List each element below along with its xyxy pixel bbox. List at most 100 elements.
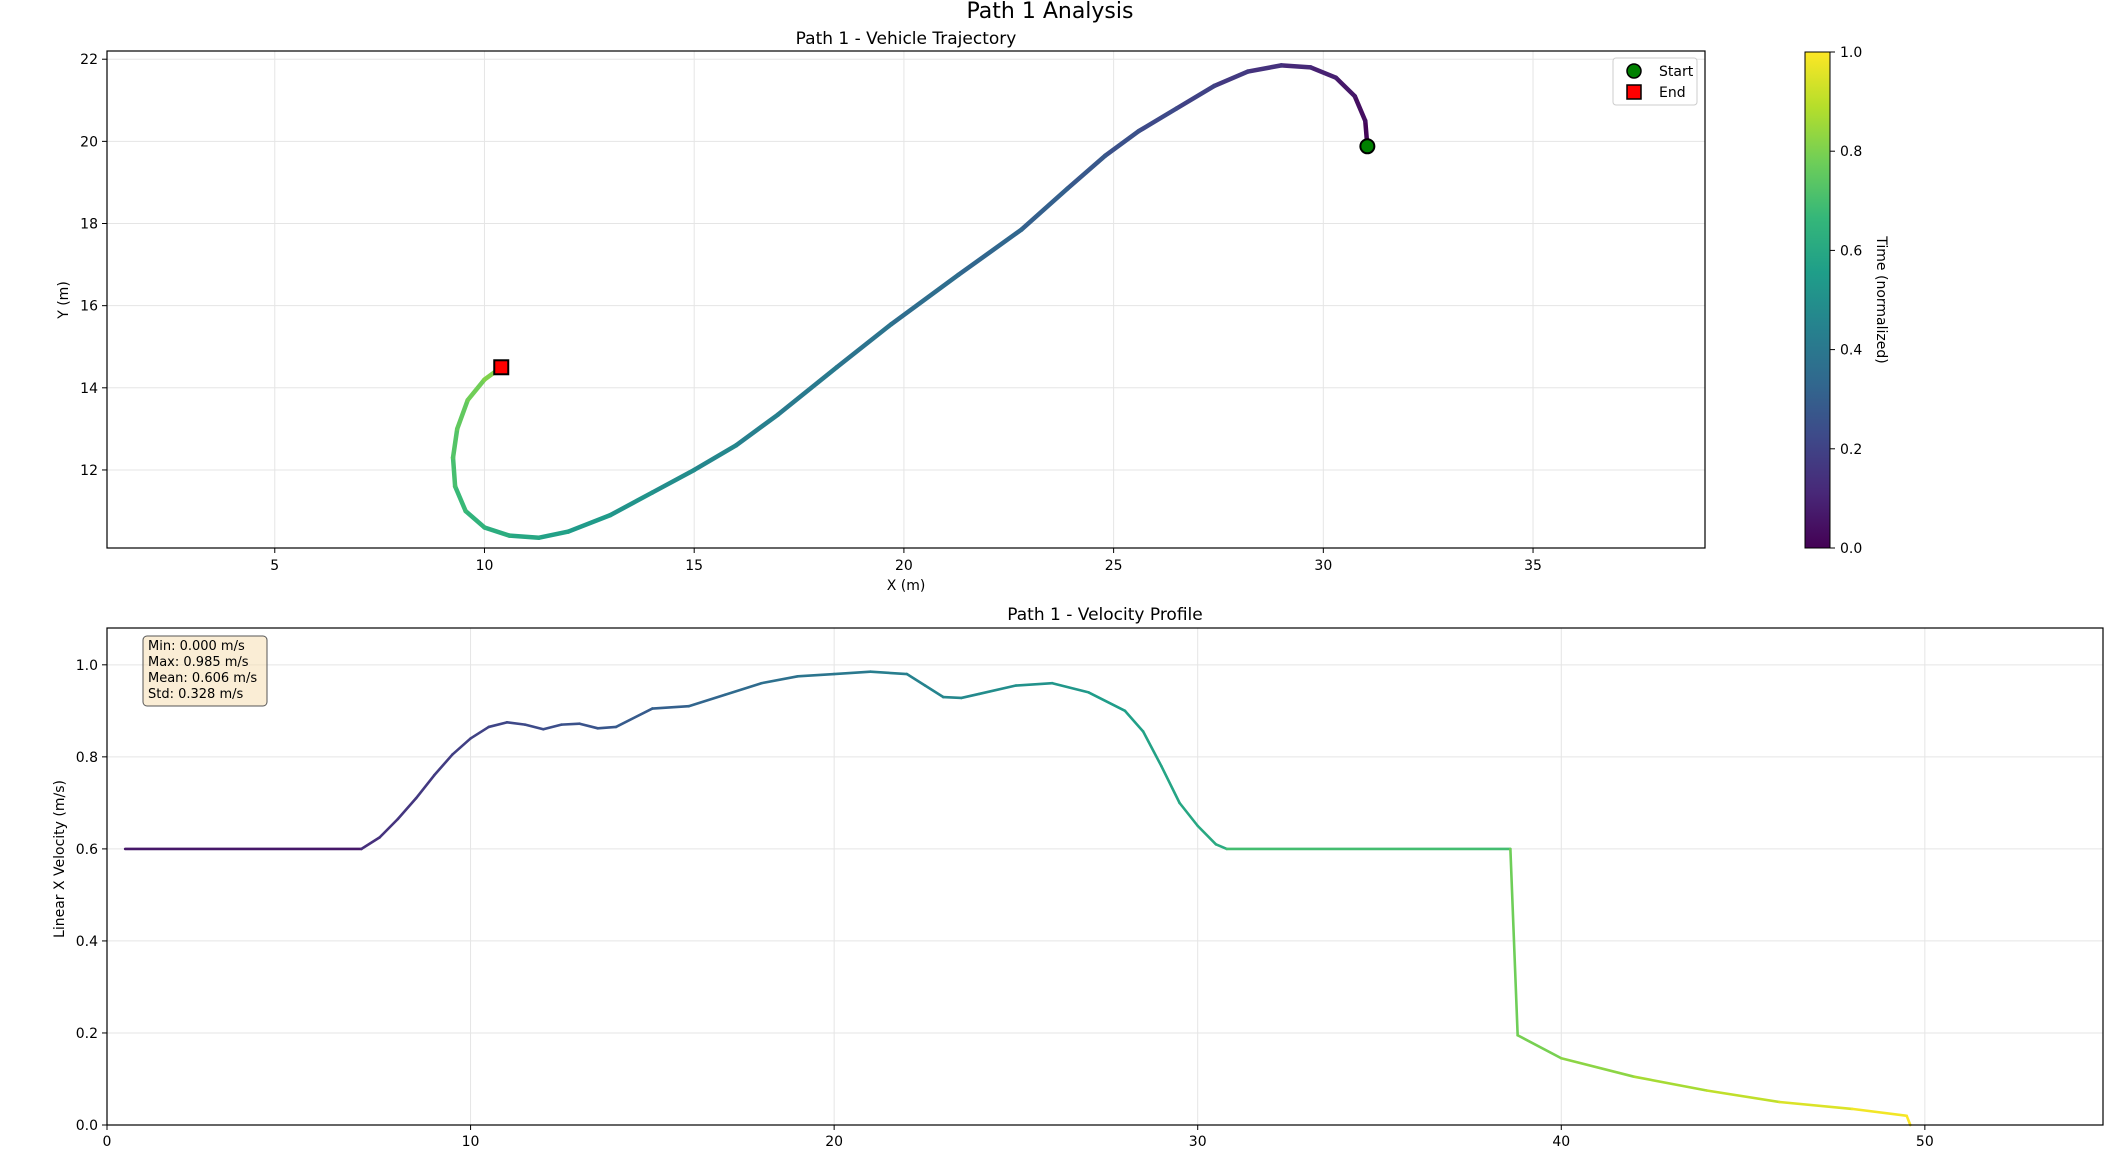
velocity-segment: [596, 725, 618, 730]
velocity-segment: [1141, 730, 1163, 768]
trajectory-segment: [1352, 93, 1368, 124]
velocity-ticks: 0 10 20 30 40 50 0.0 0.2 0.4 0.6 0.8 1.0: [76, 658, 1934, 1150]
velocity-segment: [469, 725, 491, 740]
colorbar-tick-label: 0.8: [1840, 144, 1862, 160]
trajectory-segment: [536, 529, 571, 540]
velocity-segment: [1516, 1033, 1563, 1060]
velocity-xtick-label: 20: [825, 1134, 843, 1150]
trajectory-legend: Start End: [1612, 57, 1698, 106]
velocity-segment: [960, 692, 981, 700]
velocity-ylabel: Linear X Velocity (m/s): [52, 780, 68, 938]
colorbar-ticks: 0.0 0.2 0.4 0.6 0.8 1.0: [1830, 45, 1862, 557]
trajectory-segment: [1279, 63, 1313, 70]
trajectory-segment: [733, 412, 781, 448]
velocity-segment: [832, 670, 872, 676]
trajectory-segment: [507, 533, 542, 540]
velocity-xtick-label: 40: [1552, 1134, 1570, 1150]
velocity-segment: [1160, 764, 1181, 805]
velocity-xtick-label: 0: [103, 1134, 112, 1150]
velocity-segment: [1014, 681, 1054, 687]
trajectory-ytick-label: 16: [80, 299, 98, 315]
velocity-segment: [414, 773, 436, 800]
trajectory-segment: [956, 227, 1024, 278]
trajectory-xtick-label: 5: [270, 558, 279, 574]
trajectory-xtick-label: 20: [895, 558, 913, 574]
velocity-segment: [923, 684, 945, 699]
colorbar: 0.0 0.2 0.4 0.6 0.8 1.0 Time (normalized): [1804, 45, 1889, 557]
velocity-ytick-label: 0.2: [76, 1026, 98, 1042]
velocity-segment: [869, 670, 909, 676]
velocity-segment: [1214, 842, 1229, 851]
colorbar-label: Time (normalized): [1873, 235, 1889, 363]
velocity-segment: [651, 704, 691, 710]
figure-title: Path 1 Analysis: [967, 0, 1134, 24]
velocity-line: [123, 670, 1912, 1127]
colorbar-tick-label: 0.4: [1840, 343, 1862, 359]
velocity-ytick-label: 0.4: [76, 934, 98, 950]
trajectory-ticks: 5 10 15 20 25 30 35 12 14 16 18 20 22: [80, 52, 1542, 574]
velocity-segment: [487, 721, 509, 729]
trajectory-axes: Path 1 - Vehicle Trajectory 5 10 15 20 25 30 3…: [56, 29, 1706, 594]
colorbar-bar: [1804, 51, 1831, 549]
trajectory-xtick-label: 35: [1524, 558, 1542, 574]
trajectory-axes-frame: [106, 50, 1706, 549]
velocity-segment: [1850, 1107, 1908, 1118]
trajectory-title: Path 1 - Vehicle Trajectory: [796, 29, 1017, 49]
trajectory-segment: [834, 321, 894, 370]
trajectory-segment: [452, 484, 468, 514]
trajectory-segment: [1136, 106, 1179, 134]
velocity-segment: [560, 722, 581, 726]
trajectory-segment: [608, 490, 655, 518]
velocity-segment: [1905, 1114, 1912, 1127]
trajectory-grid: [107, 51, 1705, 548]
velocity-ytick-label: 0.0: [76, 1118, 98, 1134]
velocity-segment: [541, 723, 563, 731]
trajectory-segment: [775, 365, 840, 417]
colorbar-tick-label: 0.0: [1840, 541, 1862, 557]
trajectory-markers: [493, 138, 1376, 376]
trajectory-segment: [463, 508, 487, 530]
velocity-segment: [1178, 801, 1200, 828]
trajectory-xtick-label: 15: [685, 558, 703, 574]
velocity-segment: [1559, 1056, 1636, 1078]
velocity-xtick-label: 30: [1189, 1134, 1207, 1150]
trajectory-segment: [1212, 69, 1251, 89]
stats-std: Std: 0.328 m/s: [148, 687, 244, 702]
velocity-segment: [1196, 824, 1218, 846]
trajectory-segment: [1245, 63, 1284, 74]
velocity-segment: [760, 675, 800, 685]
velocity-segment: [978, 684, 1018, 696]
trajectory-segment: [450, 426, 460, 460]
velocity-ytick-label: 0.6: [76, 842, 98, 858]
trajectory-end-marker: [493, 359, 510, 376]
stats-mean: Mean: 0.606 m/s: [148, 671, 257, 686]
colorbar-tick-label: 1.0: [1840, 45, 1862, 61]
trajectory-segment: [649, 467, 697, 495]
trajectory-ytick-label: 14: [80, 381, 98, 397]
velocity-segment: [505, 721, 527, 726]
trajectory-xtick-label: 25: [1105, 558, 1123, 574]
velocity-segment: [378, 817, 400, 839]
trajectory-segment: [1308, 65, 1339, 80]
velocity-segment: [1778, 1100, 1854, 1111]
velocity-segment: [1050, 681, 1090, 694]
velocity-segment: [905, 672, 927, 687]
velocity-segment: [1509, 847, 1519, 1037]
velocity-grid: [106, 628, 2103, 1126]
velocity-segment: [1087, 691, 1127, 713]
trajectory-segment: [566, 512, 613, 534]
trajectory-segment: [691, 443, 739, 473]
velocity-segment: [432, 753, 454, 777]
trajectory-path: [450, 63, 1370, 540]
trajectory-ytick-label: 20: [80, 134, 98, 150]
velocity-ytick-label: 1.0: [76, 658, 98, 674]
velocity-title: Path 1 - Velocity Profile: [1007, 605, 1202, 625]
velocity-segment: [614, 707, 654, 729]
stats-box-background: [142, 635, 268, 707]
colorbar-tick-label: 0.6: [1840, 243, 1862, 259]
velocity-segment: [1632, 1075, 1709, 1092]
legend-end-marker: [1626, 84, 1642, 100]
velocity-segment: [578, 722, 600, 730]
velocity-segment: [723, 681, 763, 697]
